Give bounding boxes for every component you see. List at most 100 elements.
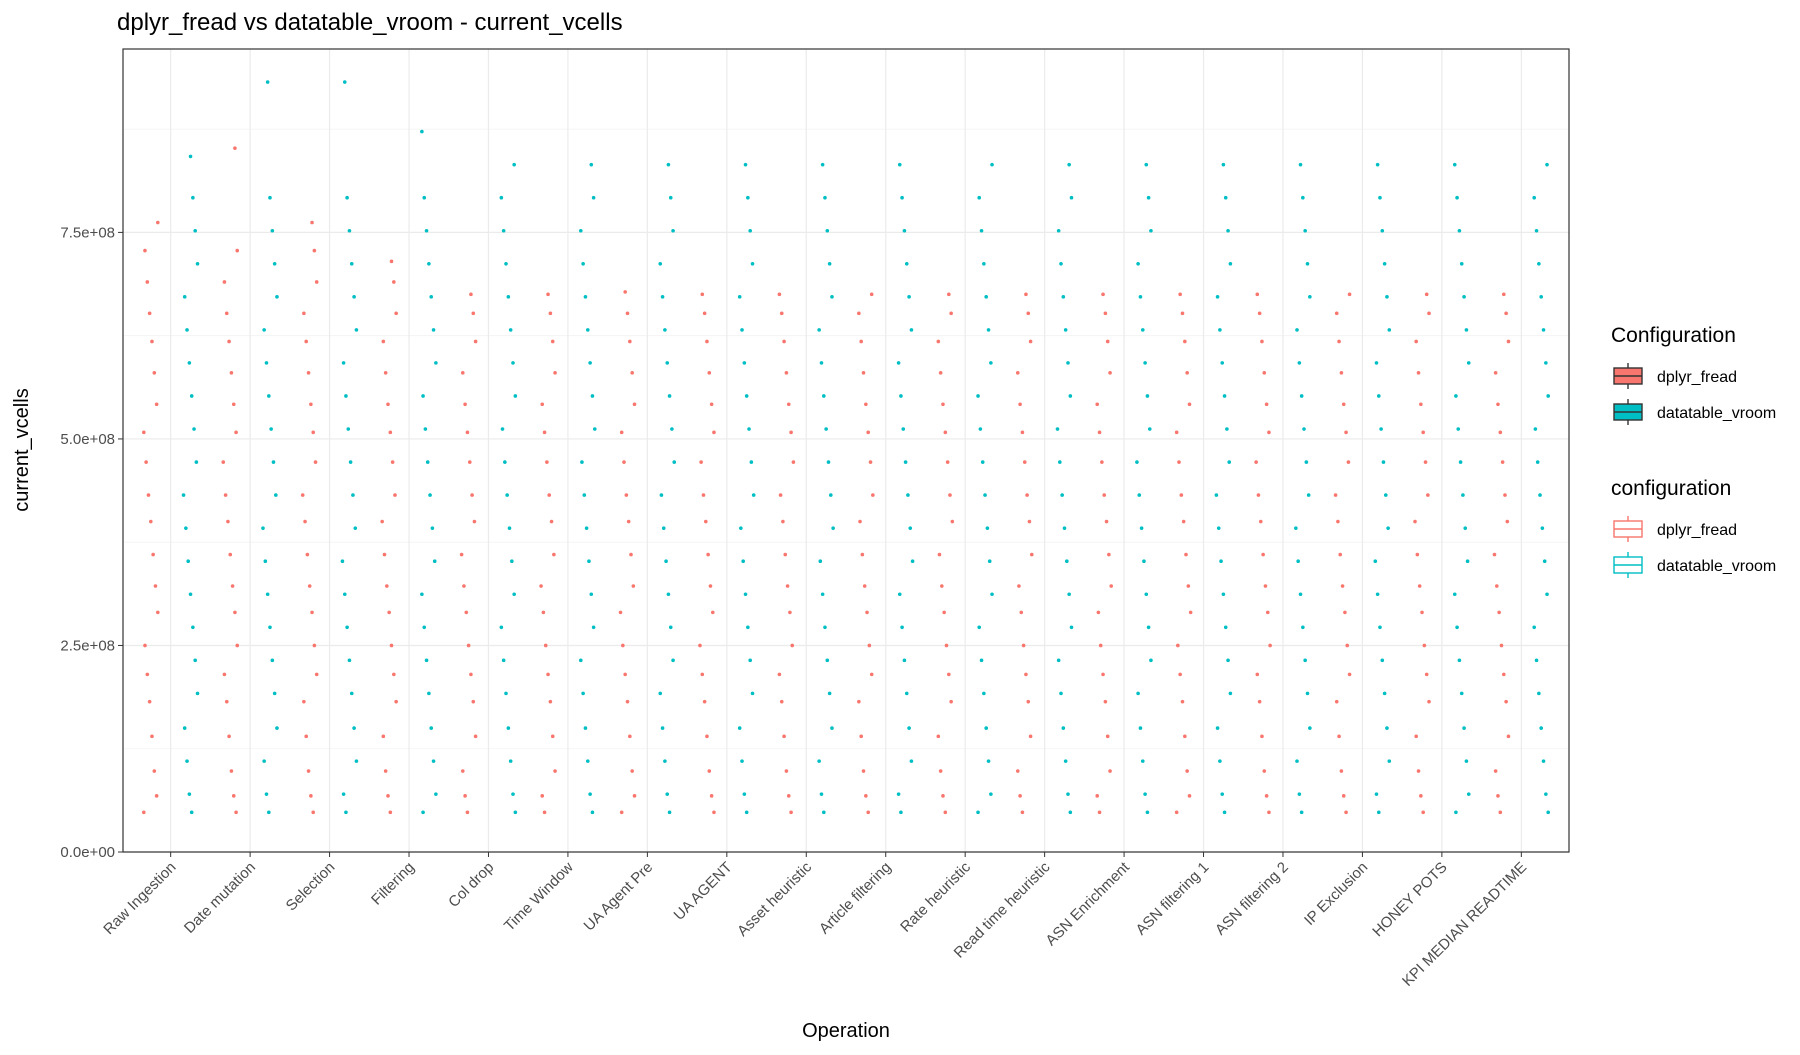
data-point-dplyr_fread <box>1254 460 1258 464</box>
data-point-dplyr_fread <box>152 371 157 375</box>
data-point-dplyr_fread <box>701 493 706 497</box>
data-point-datatable_vroom <box>424 658 429 663</box>
data-point-datatable_vroom <box>1136 261 1140 266</box>
data-point-dplyr_fread <box>388 430 393 435</box>
data-point-datatable_vroom <box>507 526 512 530</box>
data-point-datatable_vroom <box>340 559 345 563</box>
data-point-datatable_vroom <box>1061 726 1066 730</box>
data-point-datatable_vroom <box>270 658 275 663</box>
data-point-dplyr_fread <box>936 339 941 344</box>
data-point-datatable_vroom <box>592 427 597 431</box>
data-point-dplyr_fread <box>149 519 153 524</box>
data-point-datatable_vroom <box>822 810 826 815</box>
data-point-datatable_vroom <box>1140 759 1145 763</box>
data-point-datatable_vroom <box>667 394 672 398</box>
data-point-datatable_vroom <box>666 592 671 597</box>
data-point-datatable_vroom <box>423 427 428 431</box>
data-point-dplyr_fread <box>1026 699 1031 704</box>
data-point-datatable_vroom <box>1382 691 1387 696</box>
data-point-datatable_vroom <box>421 394 425 398</box>
data-point-datatable_vroom <box>1295 328 1299 332</box>
data-point-datatable_vroom <box>668 625 673 630</box>
data-point-dplyr_fread <box>540 402 545 407</box>
data-point-dplyr_fread <box>550 734 555 739</box>
data-point-dplyr_fread <box>381 734 386 739</box>
data-point-datatable_vroom <box>660 295 665 299</box>
data-point-datatable_vroom <box>909 759 914 763</box>
data-point-dplyr_fread <box>632 794 637 798</box>
data-point-dplyr_fread <box>705 734 709 739</box>
data-point-datatable_vroom <box>512 592 516 597</box>
data-point-datatable_vroom <box>897 592 902 597</box>
data-point-datatable_vroom <box>181 493 186 497</box>
data-point-datatable_vroom <box>348 460 353 464</box>
data-point-dplyr_fread <box>1341 402 1346 407</box>
data-point-datatable_vroom <box>984 295 989 299</box>
data-point-dplyr_fread <box>467 460 472 464</box>
data-point-datatable_vroom <box>1146 625 1151 630</box>
data-point-dplyr_fread <box>949 699 953 704</box>
data-point-datatable_vroom <box>903 460 908 464</box>
data-point-datatable_vroom <box>583 295 588 299</box>
data-point-dplyr_fread <box>625 699 630 704</box>
data-point-datatable_vroom <box>182 295 187 299</box>
data-point-dplyr_fread <box>1180 699 1185 704</box>
data-point-datatable_vroom <box>503 460 507 464</box>
data-point-datatable_vroom <box>1063 328 1068 332</box>
data-point-datatable_vroom <box>268 195 272 200</box>
data-point-dplyr_fread <box>632 402 637 407</box>
data-point-datatable_vroom <box>591 195 596 200</box>
data-point-datatable_vroom <box>830 726 834 730</box>
data-point-dplyr_fread <box>778 493 783 497</box>
data-point-datatable_vroom <box>1067 592 1071 597</box>
data-point-datatable_vroom <box>665 361 670 365</box>
data-point-dplyr_fread <box>313 460 318 464</box>
data-point-dplyr_fread <box>1108 769 1112 773</box>
data-point-dplyr_fread <box>859 339 863 344</box>
data-point-datatable_vroom <box>508 328 513 332</box>
data-point-dplyr_fread <box>630 769 634 773</box>
data-point-dplyr_fread <box>227 734 231 739</box>
data-point-datatable_vroom <box>346 427 351 431</box>
data-point-dplyr_fread <box>221 460 226 464</box>
x-tick-label: Raw Ingestion <box>100 859 179 938</box>
data-point-datatable_vroom <box>743 592 748 597</box>
data-point-datatable_vroom <box>1374 792 1379 796</box>
data-point-datatable_vroom <box>1540 526 1545 530</box>
data-point-datatable_vroom <box>1464 328 1469 332</box>
data-point-dplyr_fread <box>1420 610 1424 615</box>
data-point-dplyr_fread <box>1108 371 1112 375</box>
data-point-dplyr_fread <box>473 734 478 739</box>
x-tick-label: Date mutation <box>181 859 259 937</box>
data-point-datatable_vroom <box>1387 328 1392 332</box>
x-tick-label: UA AGENT <box>671 859 736 924</box>
data-point-dplyr_fread <box>867 643 872 648</box>
data-point-datatable_vroom <box>265 80 270 84</box>
data-point-datatable_vroom <box>187 792 192 796</box>
data-point-dplyr_fread <box>470 493 474 497</box>
data-point-dplyr_fread <box>1344 430 1348 435</box>
data-point-datatable_vroom <box>511 792 515 796</box>
data-point-datatable_vroom <box>910 559 915 563</box>
data-point-dplyr_fread <box>542 430 547 435</box>
data-point-dplyr_fread <box>310 610 314 615</box>
data-point-datatable_vroom <box>1068 394 1073 398</box>
data-point-dplyr_fread <box>871 493 875 497</box>
data-point-dplyr_fread <box>1502 672 1506 677</box>
x-tick-label: Filtering <box>368 859 418 909</box>
data-point-dplyr_fread <box>698 643 702 648</box>
data-point-datatable_vroom <box>980 460 985 464</box>
data-point-dplyr_fread <box>546 292 550 297</box>
data-point-datatable_vroom <box>1066 792 1070 796</box>
data-point-dplyr_fread <box>619 430 624 435</box>
data-point-dplyr_fread <box>937 552 942 557</box>
data-point-dplyr_fread <box>1339 769 1344 773</box>
data-point-dplyr_fread <box>944 643 949 648</box>
data-point-dplyr_fread <box>1416 769 1421 773</box>
data-point-dplyr_fread <box>153 584 158 588</box>
data-point-dplyr_fread <box>307 584 312 588</box>
data-point-dplyr_fread <box>1188 610 1193 615</box>
data-point-dplyr_fread <box>154 794 159 798</box>
data-point-dplyr_fread <box>1424 672 1429 677</box>
data-point-datatable_vroom <box>587 559 591 563</box>
